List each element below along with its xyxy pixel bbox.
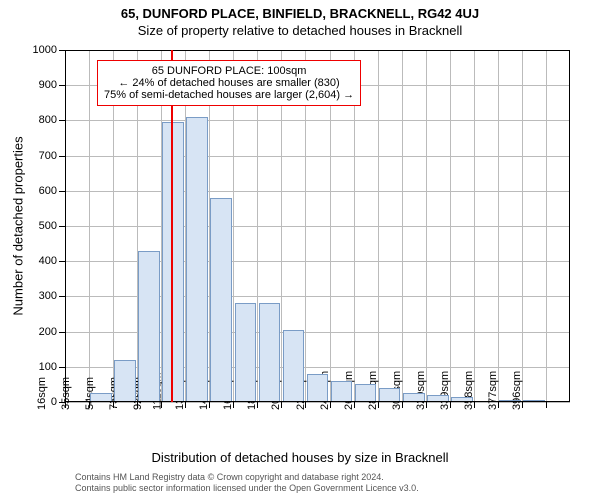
ytick-label: 500 xyxy=(39,220,65,232)
xtick-label: 16sqm xyxy=(36,377,48,410)
histogram-bar xyxy=(235,303,257,402)
axis-left xyxy=(65,50,66,402)
axis-right xyxy=(569,50,570,402)
ytick-label: 800 xyxy=(39,114,65,126)
histogram-bar xyxy=(114,360,136,402)
histogram-bar xyxy=(162,122,184,402)
page-title: 65, DUNFORD PLACE, BINFIELD, BRACKNELL, … xyxy=(0,0,600,21)
credits: Contains HM Land Registry data © Crown c… xyxy=(75,472,419,494)
histogram-bar xyxy=(379,388,401,402)
page-subtitle: Size of property relative to detached ho… xyxy=(0,21,600,38)
y-axis-label: Number of detached properties xyxy=(11,136,26,315)
histogram-bar xyxy=(307,374,329,402)
annotation-line-3: 75% of semi-detached houses are larger (… xyxy=(104,89,354,101)
ytick-label: 600 xyxy=(39,185,65,197)
credits-line-2: Contains public sector information licen… xyxy=(75,483,419,494)
ytick-label: 1000 xyxy=(33,44,65,56)
histogram-bar xyxy=(355,384,377,402)
ytick-label: 200 xyxy=(39,326,65,338)
ytick-label: 400 xyxy=(39,255,65,267)
annotation-line-2: ← 24% of detached houses are smaller (83… xyxy=(104,77,354,89)
credits-line-1: Contains HM Land Registry data © Crown c… xyxy=(75,472,419,483)
x-axis-label: Distribution of detached houses by size … xyxy=(0,450,600,465)
xtick-mark xyxy=(546,402,547,408)
axis-bottom xyxy=(65,401,570,402)
histogram-bar xyxy=(283,330,305,402)
ytick-label: 900 xyxy=(39,79,65,91)
ytick-label: 100 xyxy=(39,361,65,373)
axis-top xyxy=(65,50,570,51)
annotation-box: 65 DUNFORD PLACE: 100sqm ← 24% of detach… xyxy=(97,60,361,106)
histogram-bar xyxy=(259,303,281,402)
histogram-bar xyxy=(210,198,232,402)
histogram-bar xyxy=(331,381,353,402)
annotation-line-1: 65 DUNFORD PLACE: 100sqm xyxy=(104,65,354,77)
ytick-label: 700 xyxy=(39,150,65,162)
ytick-label: 300 xyxy=(39,290,65,302)
histogram-bar xyxy=(138,251,160,402)
histogram-bar xyxy=(186,117,208,402)
chart-plot-area: 0100200300400500600700800900100016sqm35s… xyxy=(65,50,570,402)
